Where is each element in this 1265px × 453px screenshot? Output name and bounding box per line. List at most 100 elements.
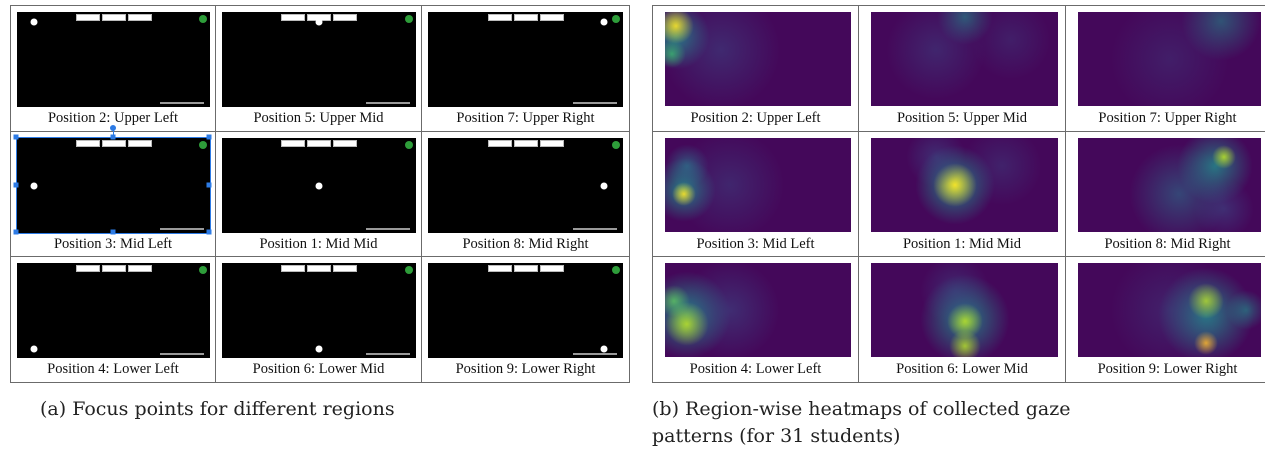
heat-blob bbox=[1194, 178, 1255, 232]
screen-watermark bbox=[573, 102, 617, 104]
cell-label: Position 1: Mid Mid bbox=[259, 236, 378, 252]
focus-screen[interactable] bbox=[222, 138, 416, 233]
rotate-handle[interactable] bbox=[109, 125, 116, 131]
screen-watermark bbox=[366, 228, 410, 230]
focus-cell: Position 2: Upper Left bbox=[11, 6, 216, 132]
gaze-heatmap bbox=[871, 138, 1058, 232]
focus-screen[interactable] bbox=[17, 12, 210, 107]
toolbar-button bbox=[101, 14, 126, 21]
resize-handle[interactable] bbox=[13, 134, 19, 140]
focus-dot bbox=[600, 18, 607, 26]
focus-dot bbox=[600, 345, 607, 352]
focus-dot bbox=[30, 345, 38, 352]
cell-label: Position 5: Upper Mid bbox=[253, 110, 384, 126]
focus-screen[interactable] bbox=[17, 138, 210, 233]
focus-cell: Position 6: Lower Mid bbox=[216, 257, 422, 382]
focus-screen[interactable] bbox=[222, 263, 416, 358]
focus-cell: Position 8: Mid Right bbox=[422, 132, 629, 257]
toolbar-button bbox=[333, 140, 357, 147]
heat-blob bbox=[948, 329, 981, 357]
toolbar-button bbox=[539, 140, 564, 147]
toolbar-button bbox=[333, 14, 357, 21]
toolbar-button bbox=[281, 265, 305, 272]
focus-dot bbox=[315, 345, 323, 352]
screen-toolbar bbox=[75, 14, 152, 21]
heatmap-cell: Position 5: Upper Mid bbox=[859, 6, 1066, 132]
screen-watermark bbox=[160, 228, 204, 230]
heat-blob bbox=[886, 12, 987, 100]
screen-watermark bbox=[160, 102, 204, 104]
focus-screen[interactable] bbox=[17, 263, 210, 358]
heatmap-cell: Position 8: Mid Right bbox=[1066, 132, 1265, 257]
heat-blob bbox=[1188, 282, 1225, 319]
status-indicator-icon bbox=[405, 141, 413, 149]
resize-handle[interactable] bbox=[206, 134, 212, 140]
focus-dot bbox=[30, 18, 38, 26]
focus-screen[interactable] bbox=[428, 138, 623, 233]
toolbar-button bbox=[487, 14, 512, 21]
heatmap-cell: Position 6: Lower Mid bbox=[859, 257, 1066, 382]
screen-watermark bbox=[573, 228, 617, 230]
focus-cell: Position 5: Upper Mid bbox=[216, 6, 422, 132]
heat-blob bbox=[665, 12, 781, 106]
toolbar-button bbox=[127, 265, 152, 272]
screen-toolbar bbox=[281, 265, 357, 272]
caption-b-line2: patterns (for 31 students) bbox=[652, 425, 901, 447]
cell-label: Position 9: Lower Right bbox=[455, 361, 596, 377]
resize-handle[interactable] bbox=[110, 229, 115, 235]
toolbar-button bbox=[75, 140, 100, 147]
cell-label: Position 6: Lower Mid bbox=[896, 361, 1028, 377]
focus-screen[interactable] bbox=[428, 263, 623, 358]
screen-toolbar bbox=[281, 140, 357, 147]
focus-dot bbox=[30, 182, 38, 189]
screen-toolbar bbox=[75, 265, 152, 272]
toolbar-button bbox=[101, 265, 126, 272]
resize-handle[interactable] bbox=[110, 134, 115, 140]
screen-watermark bbox=[160, 353, 204, 355]
cell-label: Position 7: Upper Right bbox=[1098, 110, 1237, 126]
focus-cell: Position 4: Lower Left bbox=[11, 257, 216, 382]
heat-blob bbox=[906, 138, 967, 187]
gaze-heatmap bbox=[1078, 263, 1261, 357]
cell-label: Position 7: Upper Right bbox=[456, 110, 595, 126]
cell-label: Position 2: Upper Left bbox=[690, 110, 821, 126]
heatmap-cell: Position 1: Mid Mid bbox=[859, 132, 1066, 257]
screen-toolbar bbox=[487, 265, 564, 272]
resize-handle[interactable] bbox=[206, 229, 212, 235]
cell-label: Position 5: Upper Mid bbox=[896, 110, 1028, 126]
resize-handle[interactable] bbox=[13, 182, 19, 187]
status-indicator-icon bbox=[612, 266, 620, 274]
gaze-heatmap bbox=[1078, 12, 1261, 106]
heat-blob bbox=[665, 144, 710, 189]
toolbar-button bbox=[513, 140, 538, 147]
cell-label: Position 9: Lower Right bbox=[1097, 361, 1238, 377]
toolbar-button bbox=[75, 265, 100, 272]
heat-blob bbox=[1226, 290, 1261, 330]
toolbar-button bbox=[281, 14, 305, 21]
status-indicator-icon bbox=[199, 15, 207, 23]
heat-blob bbox=[675, 138, 786, 232]
toolbar-button bbox=[539, 14, 564, 21]
heatmap-cell: Position 2: Upper Left bbox=[653, 6, 859, 132]
cell-label: Position 8: Mid Right bbox=[1104, 236, 1231, 252]
heatmap-cell: Position 3: Mid Left bbox=[653, 132, 859, 257]
cell-label: Position 8: Mid Right bbox=[462, 236, 589, 252]
screen-watermark bbox=[366, 353, 410, 355]
cell-label: Position 2: Upper Left bbox=[47, 110, 179, 126]
heatmaps-grid: Position 2: Upper Left Position 5: Upper … bbox=[653, 6, 1265, 382]
heat-blob bbox=[961, 138, 1042, 207]
focus-screen[interactable] bbox=[222, 12, 416, 107]
focus-screen[interactable] bbox=[428, 12, 623, 107]
heatmaps-panel: Position 2: Upper Left Position 5: Upper … bbox=[652, 5, 1265, 383]
heatmap-cell: Position 4: Lower Left bbox=[653, 257, 859, 382]
toolbar-button bbox=[307, 140, 331, 147]
resize-handle[interactable] bbox=[206, 182, 212, 187]
resize-handle[interactable] bbox=[13, 229, 19, 235]
focus-cell: Position 1: Mid Mid bbox=[216, 132, 422, 257]
toolbar-button bbox=[513, 265, 538, 272]
heat-blob bbox=[1194, 330, 1219, 355]
toolbar-button bbox=[127, 140, 152, 147]
caption-a-text: (a) Focus points for different regions bbox=[40, 398, 395, 420]
rotate-handle-line bbox=[112, 129, 114, 137]
focus-points-panel: Position 2: Upper Left Position 5: Upper … bbox=[10, 5, 630, 383]
